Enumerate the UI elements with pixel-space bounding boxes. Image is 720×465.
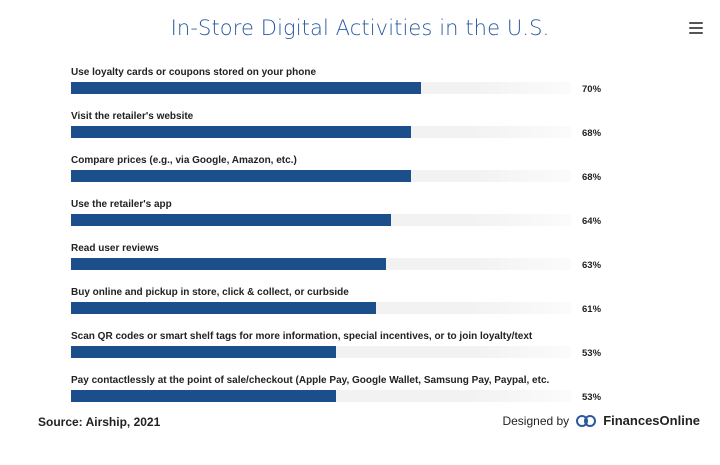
bar-value-label: 53% — [582, 392, 602, 403]
bar[interactable] — [71, 346, 336, 358]
bar-track — [71, 126, 571, 138]
source-note: Source: Airship, 2021 — [38, 415, 161, 429]
bar[interactable] — [71, 390, 336, 402]
bar-track — [71, 302, 571, 314]
bar-label: Use the retailer's app — [71, 199, 172, 210]
bar[interactable] — [71, 214, 391, 226]
bar-label: Use loyalty cards or coupons stored on y… — [71, 67, 317, 78]
financesonline-logo-icon — [576, 414, 597, 427]
bar-value-label: 64% — [582, 216, 602, 227]
bar[interactable] — [71, 170, 411, 182]
bar-track — [71, 214, 571, 226]
bar-label: Scan QR codes or smart shelf tags for mo… — [71, 331, 533, 342]
bar-track — [71, 390, 571, 402]
bar-label: Read user reviews — [71, 243, 159, 254]
bar-value-label: 53% — [582, 348, 602, 359]
bar-value-label: 61% — [582, 304, 602, 315]
bar-value-label: 63% — [582, 260, 602, 271]
bar-label: Visit the retailer's website — [71, 111, 194, 122]
bar[interactable] — [71, 126, 411, 138]
bar-value-label: 70% — [582, 84, 602, 95]
bar-label: Pay contactlessly at the point of sale/c… — [71, 375, 550, 386]
bar[interactable] — [71, 258, 386, 270]
bar[interactable] — [71, 302, 376, 314]
chart-title: In-Store Digital Activities in the U.S. — [170, 16, 550, 40]
bar-track — [71, 258, 571, 270]
hamburger-menu-icon[interactable] — [689, 22, 703, 34]
bar[interactable] — [71, 82, 421, 94]
bar-label: Compare prices (e.g., via Google, Amazon… — [71, 155, 297, 166]
bar-value-label: 68% — [582, 172, 602, 183]
bar-value-label: 68% — [582, 128, 602, 139]
bar-track — [71, 346, 571, 358]
designed-by[interactable]: Designed by FinancesOnline — [502, 413, 700, 428]
brand-name: FinancesOnline — [603, 413, 700, 428]
bar-track — [71, 82, 571, 94]
designed-by-label: Designed by — [502, 413, 570, 428]
bar-label: Buy online and pickup in store, click & … — [71, 287, 349, 298]
bar-track — [71, 170, 571, 182]
